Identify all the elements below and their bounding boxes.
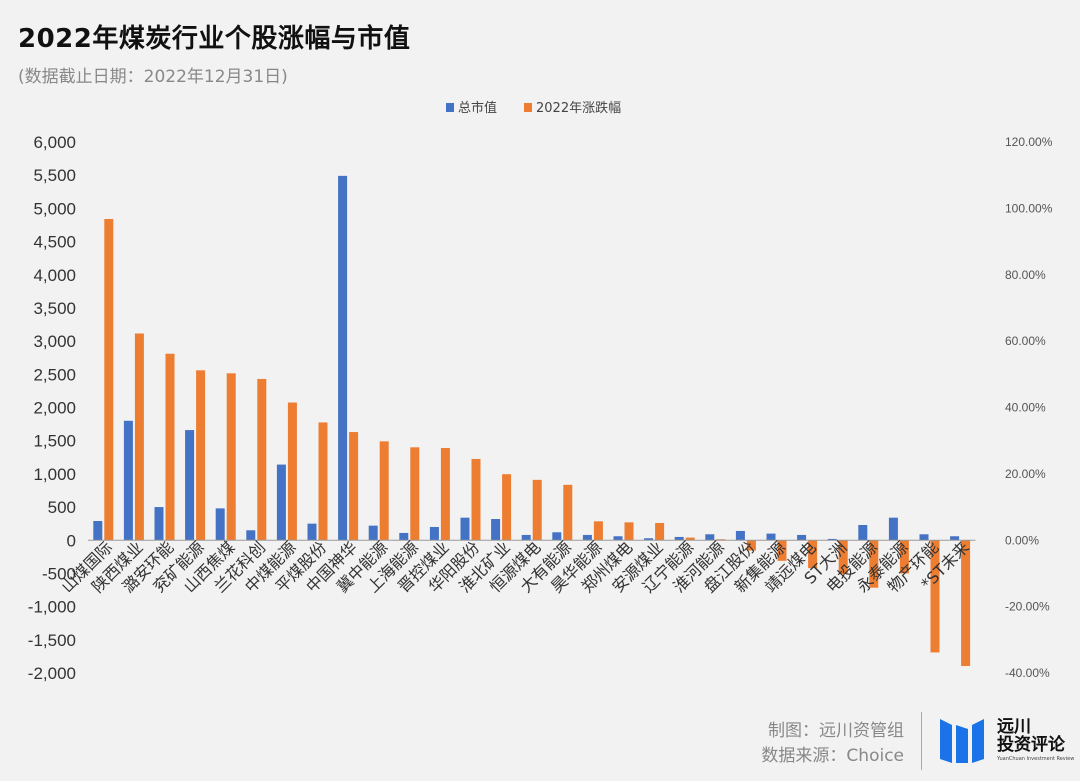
bar-change [104, 218, 114, 541]
bar-market-cap [460, 517, 470, 541]
right-axis-tick-label: 100.00% [1005, 201, 1053, 215]
right-axis-tick-label: 40.00% [1005, 401, 1046, 415]
bar-market-cap [246, 530, 256, 541]
bar-market-cap [521, 534, 531, 541]
bar-change [563, 484, 573, 541]
bar-change [899, 540, 909, 574]
left-axis-tick-label: -500 [42, 564, 76, 583]
bar-change [593, 521, 603, 541]
left-axis-tick-label: 1,000 [33, 465, 76, 484]
bar-market-cap [429, 526, 439, 541]
bar-change [410, 447, 420, 541]
bar-market-cap [735, 530, 745, 541]
bar-market-cap [644, 538, 654, 541]
bar-change [257, 378, 267, 541]
bar-market-cap [154, 507, 164, 541]
bar-market-cap [93, 521, 103, 541]
bar-change [349, 432, 359, 541]
brand-name-line1: 远川 [997, 717, 1031, 737]
left-axis-tick-label: 2,000 [33, 399, 76, 418]
bar-change [318, 422, 328, 541]
bar-market-cap [368, 525, 378, 541]
bar-market-cap [185, 430, 195, 541]
brand-name-en: YuanChuan Investment Review [997, 756, 1075, 762]
chart-subtitle: (数据截止日期：2022年12月31日) [18, 67, 288, 87]
bar-market-cap [797, 534, 807, 541]
left-axis-tick-label: 5,000 [33, 199, 76, 218]
brand-logo-icon [940, 719, 984, 763]
bar-market-cap [215, 508, 225, 541]
brand-name: 远川 投资评论 [997, 718, 1065, 754]
right-axis-tick-label: 120.00% [1005, 135, 1053, 149]
bar-change [379, 441, 389, 541]
bar-chart: 6,000 5,500 5,000 4,500 4,000 3,500 3,000 2,500… [28, 100, 1053, 683]
right-axis-tick-label: 80.00% [1005, 268, 1046, 282]
credit-maker: 制图：远川资管组 [768, 721, 904, 741]
left-axis-tick-label: 5,500 [33, 166, 76, 185]
bar-change [532, 479, 542, 541]
bar-change [869, 540, 879, 588]
bar-change [134, 333, 144, 541]
bar-change [196, 370, 206, 541]
left-axis-tick-label: 1,500 [33, 432, 76, 451]
legend-label: 2022年涨跌幅 [536, 100, 621, 116]
right-axis-tick-label: 60.00% [1005, 334, 1046, 348]
bar-market-cap [338, 175, 348, 541]
left-axis-tick-label: 4,500 [33, 233, 76, 252]
bar-market-cap [950, 536, 960, 541]
left-axis-tick-label: 3,000 [33, 332, 76, 351]
left-axis-tick-label: 500 [48, 498, 76, 517]
footer-divider [921, 712, 922, 770]
bar-market-cap [613, 536, 623, 541]
bar-change [226, 373, 236, 541]
bar-change [165, 353, 175, 541]
bar-change [655, 522, 665, 541]
bar-change [440, 447, 450, 541]
bar-change [838, 540, 848, 575]
bar-market-cap [827, 538, 837, 541]
bar-market-cap [307, 523, 317, 541]
bar-change [471, 458, 481, 541]
left-axis-tick-label: -1,500 [28, 631, 76, 650]
bar-change [746, 540, 756, 551]
bar-market-cap [705, 534, 715, 541]
bar-market-cap [766, 533, 776, 541]
left-axis-tick-label: 0 [67, 531, 76, 550]
left-axis-tick-label: 6,000 [33, 133, 76, 152]
bar-market-cap [491, 519, 501, 541]
bar-market-cap [276, 464, 286, 541]
bar-change [685, 537, 695, 541]
chart-title: 2022年煤炭行业个股涨幅与市值 [18, 24, 411, 54]
legend-label: 总市值 [458, 100, 497, 116]
bar-change [961, 540, 971, 667]
bar-market-cap [123, 420, 133, 541]
bar-change [808, 540, 818, 569]
left-axis-tick-label: -2,000 [28, 664, 76, 683]
bar-market-cap [582, 534, 592, 541]
bar-change [930, 540, 940, 653]
bar-change [777, 540, 787, 561]
legend-swatch [446, 103, 454, 112]
left-axis-tick-label: 2,500 [33, 365, 76, 384]
left-axis-tick-label: 3,500 [33, 299, 76, 318]
left-axis-tick-label: -1,000 [28, 598, 76, 617]
brand-name-line2: 投资评论 [997, 735, 1065, 755]
bar-market-cap [674, 536, 684, 541]
bar-change [287, 402, 297, 541]
bar-market-cap [858, 524, 868, 541]
left-axis-tick-label: 4,000 [33, 266, 76, 285]
bar-change [502, 474, 512, 541]
right-axis-tick-label: -40.00% [1005, 666, 1050, 680]
credit-source: 数据来源：Choice [761, 746, 904, 766]
bar-market-cap [888, 517, 898, 541]
bar-market-cap [919, 534, 929, 541]
right-axis-tick-label: -20.00% [1005, 600, 1050, 614]
legend-swatch [524, 103, 532, 112]
bar-market-cap [552, 532, 562, 541]
bar-market-cap [399, 532, 409, 541]
bar-change [624, 522, 634, 541]
right-axis-tick-label: 20.00% [1005, 467, 1046, 481]
right-axis-tick-label: 0.00% [1005, 533, 1039, 547]
